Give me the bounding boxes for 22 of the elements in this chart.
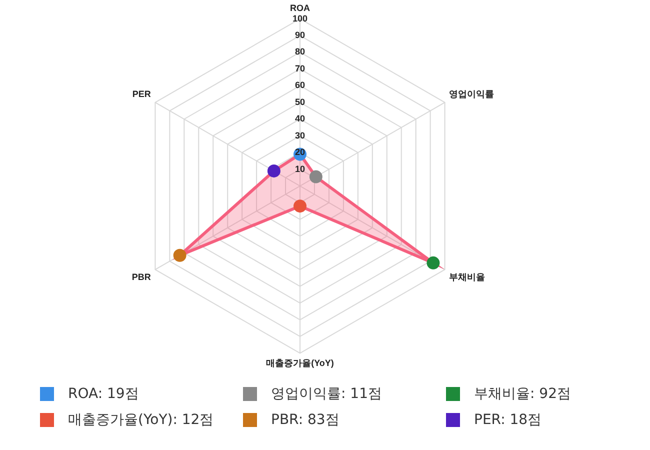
y-tick-label: 90	[294, 30, 306, 40]
y-tick-label: 20	[294, 147, 306, 158]
y-tick-label: 80	[294, 46, 306, 57]
y-tick-label: 70	[294, 63, 306, 74]
spoke-label: 영업이익률	[449, 88, 494, 99]
text: ROA: 19점	[68, 385, 139, 403]
text: 부채비율: 92점	[474, 385, 571, 403]
spoke-label: PER	[132, 88, 152, 99]
y-tick-label: 100	[292, 13, 308, 24]
y-tick-label: 60	[294, 80, 306, 90]
spoke-label: 부채비율	[449, 272, 486, 282]
y-tick-label: 30	[294, 130, 306, 140]
spoke-label: 매출증가율(YoY)	[266, 358, 334, 368]
spoke-label: PBR	[132, 272, 152, 282]
y-tick-label: 50	[294, 96, 306, 107]
text: PER: 18점	[474, 411, 542, 429]
y-tick-label: 40	[294, 114, 306, 124]
text: 영업이익률: 11점	[271, 385, 382, 403]
text: PBR: 83점	[271, 411, 340, 429]
y-tick-label: 10	[294, 164, 306, 174]
text: 매출증가율(YoY): 12점	[68, 411, 214, 429]
spoke-label: ROA	[290, 2, 310, 13]
